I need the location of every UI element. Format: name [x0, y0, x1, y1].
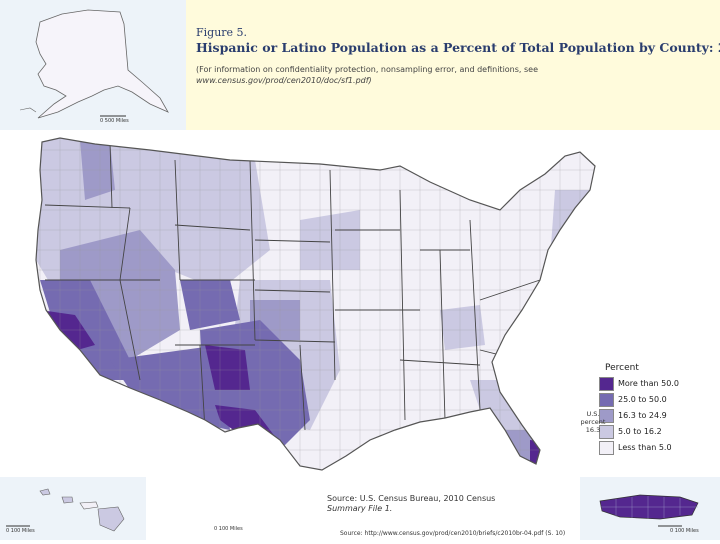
- legend-label: 25.0 to 50.0: [618, 395, 667, 404]
- source-url: Source: http://www.census.gov/prod/cen20…: [340, 530, 566, 537]
- note-url: www.census.gov/prod/cen2010/doc/sf1.pdf): [196, 76, 372, 85]
- legend-label: More than 50.0: [618, 379, 679, 388]
- legend-label: Less than 5.0: [618, 443, 672, 452]
- us-percent-line1: U.S.: [586, 410, 600, 418]
- note-text: (For information on confidentiality prot…: [196, 65, 539, 74]
- northeast-moderate-region: [550, 190, 595, 260]
- us-percent-value: 16.3: [585, 426, 601, 434]
- figure-note: (For information on confidentiality prot…: [196, 64, 616, 86]
- legend-label: 16.3 to 24.9: [618, 411, 667, 420]
- colorado-region: [180, 280, 240, 330]
- legend-item: 25.0 to 50.0: [599, 392, 717, 407]
- legend-item: More than 50.0: [599, 376, 717, 391]
- figure-label: Figure 5.: [196, 26, 248, 39]
- legend-swatch: [599, 376, 614, 391]
- legend-swatch: [599, 392, 614, 407]
- hawaii-inset: 0 100 Miles: [0, 477, 146, 540]
- source-line2: Summary File 1.: [327, 504, 393, 513]
- alaska-inset: 0 500 Miles: [0, 0, 186, 130]
- alaska-map: [19, 9, 169, 119]
- aleutian-islands: [19, 107, 37, 113]
- mainland-scale-label: 0 100 Miles: [214, 526, 243, 532]
- puerto-rico-grid: [600, 496, 698, 519]
- puerto-rico-inset: 0 100 Miles: [580, 477, 720, 540]
- county-grid: [36, 138, 595, 470]
- legend-item: Less than 5.0: [599, 440, 717, 455]
- legend-item: 5.0 to 16.2: [599, 424, 717, 439]
- legend-swatch: [599, 424, 614, 439]
- state-boundaries: [44, 141, 541, 431]
- us-percent-marker: U.S. percent 16.3: [580, 410, 606, 434]
- midwest-moderate-region: [300, 210, 360, 270]
- us-percent-line2: percent: [580, 418, 606, 426]
- figure-title: Hispanic or Latino Population as a Perce…: [196, 40, 720, 55]
- legend: Percent More than 50.0 25.0 to 50.0 16.3…: [599, 363, 717, 456]
- maui-molokai-islands: [79, 501, 99, 510]
- alaska-scale-label: 0 500 Miles: [100, 118, 129, 124]
- legend-item: 16.3 to 24.9: [599, 408, 717, 423]
- legend-label: 5.0 to 16.2: [618, 427, 662, 436]
- northern-new-mexico-region: [205, 345, 250, 390]
- pr-scale-label: 0 100 Miles: [670, 528, 699, 534]
- southeast-moderate-region: [440, 305, 485, 350]
- kauai-island: [39, 488, 51, 496]
- oahu-island: [61, 496, 74, 504]
- puerto-rico-map: [599, 494, 699, 527]
- legend-swatch: [599, 408, 614, 423]
- big-island: [97, 506, 125, 532]
- alaska-shape: [35, 9, 169, 119]
- legend-swatch: [599, 440, 614, 455]
- hawaii-scale-label: 0 100 Miles: [6, 528, 35, 534]
- legend-title: Percent: [605, 363, 639, 373]
- mainland-map: [35, 137, 596, 471]
- title-block: Figure 5. Hispanic or Latino Population …: [186, 0, 720, 130]
- hawaii-map: [6, 488, 125, 532]
- miami-region: [530, 440, 545, 465]
- source-line1: Source: U.S. Census Bureau, 2010 Census: [327, 494, 496, 503]
- source-credit: Source: U.S. Census Bureau, 2010 Census …: [327, 494, 495, 514]
